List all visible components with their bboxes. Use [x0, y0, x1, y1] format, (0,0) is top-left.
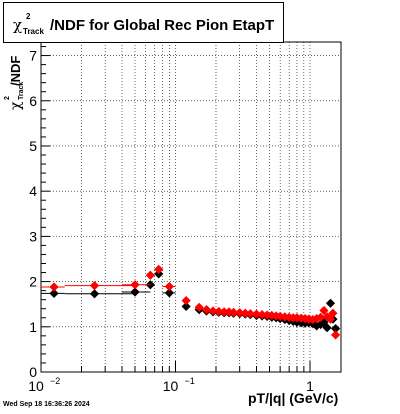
- x-tick-label: 10: [163, 378, 179, 394]
- y-tick-label: 2: [29, 274, 37, 290]
- y-axis-label-text: /NDF: [8, 55, 23, 86]
- data-point: [181, 301, 191, 312]
- data-point: [331, 330, 341, 340]
- x-axis-label: pT/|q| (GeV/c): [248, 390, 339, 406]
- data-point: [228, 307, 239, 317]
- data-point: [181, 295, 191, 306]
- data-point: [267, 310, 277, 321]
- data-point: [194, 302, 204, 312]
- data-point: [49, 282, 59, 292]
- data-point: [251, 309, 262, 319]
- data-point: [280, 312, 290, 322]
- data-point: [130, 280, 140, 290]
- data-point: [257, 309, 267, 320]
- y-axis-label: χ 2 Track /NDF: [4, 50, 26, 110]
- chart-marks: [41, 264, 341, 340]
- x-tick-label: 1: [306, 378, 314, 394]
- data-point: [164, 281, 174, 292]
- data-point: [49, 288, 59, 298]
- data-point: [89, 289, 100, 299]
- chart-grid: [41, 42, 341, 372]
- title-superscript: 2: [26, 12, 31, 21]
- data-point: [316, 312, 326, 322]
- y-axis-label-superscript: 2: [4, 96, 11, 100]
- data-point: [325, 298, 336, 308]
- y-tick-label: 5: [29, 138, 37, 154]
- y-axis-label-chi: χ: [8, 101, 24, 110]
- data-point: [145, 270, 155, 280]
- data-point: [89, 281, 100, 291]
- y-tick-label: 7: [29, 48, 37, 64]
- x-tick-label-exponent: −1: [185, 376, 195, 386]
- data-point: [201, 305, 212, 315]
- x-tick-label: 10: [28, 378, 44, 394]
- data-point: [322, 323, 332, 333]
- y-tick-label: 0: [29, 364, 37, 380]
- timestamp: Wed Sep 18 16:36:26 2024: [3, 401, 90, 408]
- data-point: [154, 264, 164, 274]
- y-tick-label: 1: [29, 319, 37, 335]
- title-chi-symbol: χ: [13, 16, 23, 34]
- data-point: [312, 321, 322, 331]
- data-point: [319, 305, 329, 316]
- y-tick-label: 3: [29, 228, 37, 244]
- data-point: [219, 307, 229, 317]
- x-tick-label-exponent: −2: [50, 376, 60, 386]
- data-point: [245, 309, 255, 319]
- title-subscript: Track: [23, 27, 44, 36]
- data-point: [208, 306, 218, 316]
- y-tick-label: 4: [29, 183, 37, 199]
- data-point: [240, 308, 250, 318]
- data-point: [214, 306, 224, 317]
- y-tick-label: 6: [29, 93, 37, 109]
- data-point: [164, 288, 174, 298]
- data-point: [275, 311, 285, 321]
- chart-axes: 0 1 2 3 4 5 6 7 10 −2 10 −1 1: [28, 46, 314, 394]
- chart-title: /NDF for Global Rec Pion EtapT: [50, 17, 275, 34]
- data-point: [322, 312, 332, 322]
- data-point: [331, 324, 341, 334]
- data-point: [130, 287, 140, 297]
- data-point: [235, 308, 245, 318]
- data-point: [328, 308, 338, 318]
- chart-title-box: χ 2 Track /NDF for Global Rec Pion EtapT: [3, 2, 284, 43]
